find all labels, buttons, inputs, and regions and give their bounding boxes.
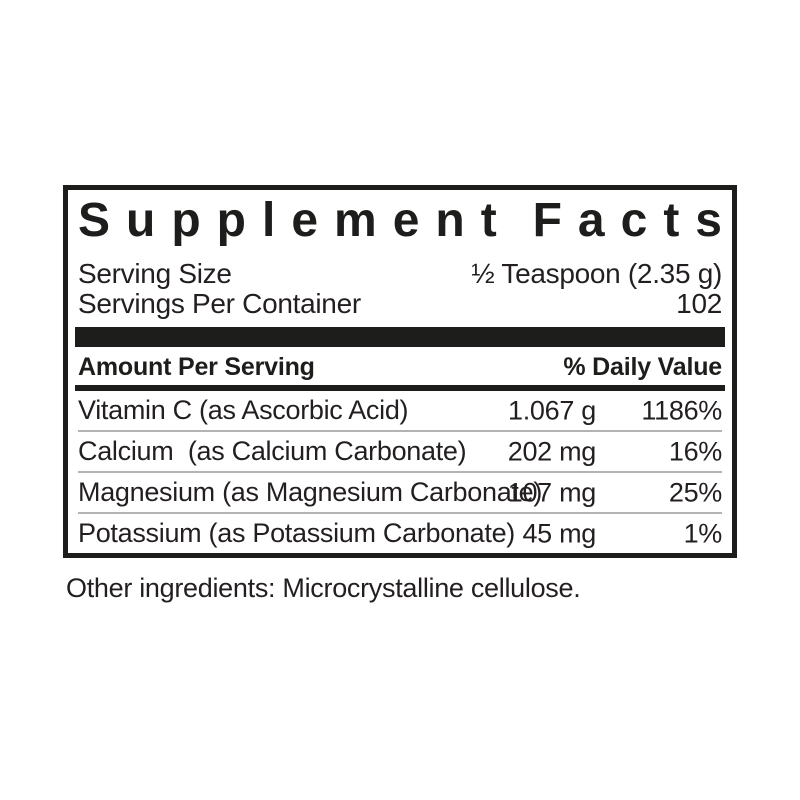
panel-title-word-2: Facts [532,194,737,247]
nutrient-amount: 107 mg [507,477,597,507]
table-row: Calcium (as Calcium Carbonate) 202 mg 16… [78,432,722,473]
servings-per-container-value: 102 [676,288,722,319]
table-row: Vitamin C (as Ascorbic Acid) 1.067 g 118… [78,391,722,432]
panel-title: Supplement Facts [78,195,722,247]
daily-value-header: % Daily Value [563,353,722,381]
table-header-row: Amount Per Serving % Daily Value [75,347,725,391]
nutrient-daily-value: 16% [668,436,722,466]
supplement-facts-panel: Supplement Facts Serving Size ½ Teaspoon… [63,185,737,558]
servings-per-container-line: Servings Per Container 102 [78,289,722,319]
nutrient-daily-value: 1% [683,518,723,548]
amount-per-serving-header: Amount Per Serving [78,353,315,381]
nutrient-amount: 202 mg [507,436,597,466]
nutrient-daily-value: 1186% [641,395,722,425]
serving-size-line: Serving Size ½ Teaspoon (2.35 g) [78,259,722,289]
other-ingredients-text: Other ingredients: Microcrystalline cell… [66,573,581,603]
serving-size-value: ½ Teaspoon (2.35 g) [471,258,722,289]
table-row: Potassium (as Potassium Carbonate) 45 mg… [78,514,722,553]
nutrient-name: Calcium (as Calcium Carbonate) [78,436,467,466]
serving-size-label: Serving Size [78,258,232,289]
thick-divider-bar [75,327,725,347]
nutrient-name: Potassium (as Potassium Carbonate) [78,518,515,548]
nutrient-name: Vitamin C (as Ascorbic Acid) [78,395,409,425]
nutrient-name: Magnesium (as Magnesium Carbonate) [78,477,543,507]
servings-per-container-label: Servings Per Container [78,288,361,319]
nutrient-amount: 45 mg [522,518,596,548]
nutrient-amount: 1.067 g [508,395,596,425]
nutrient-daily-value: 25% [668,477,722,507]
table-row: Magnesium (as Magnesium Carbonate) 107 m… [78,473,722,514]
panel-title-word-1: Supplement [78,194,513,247]
